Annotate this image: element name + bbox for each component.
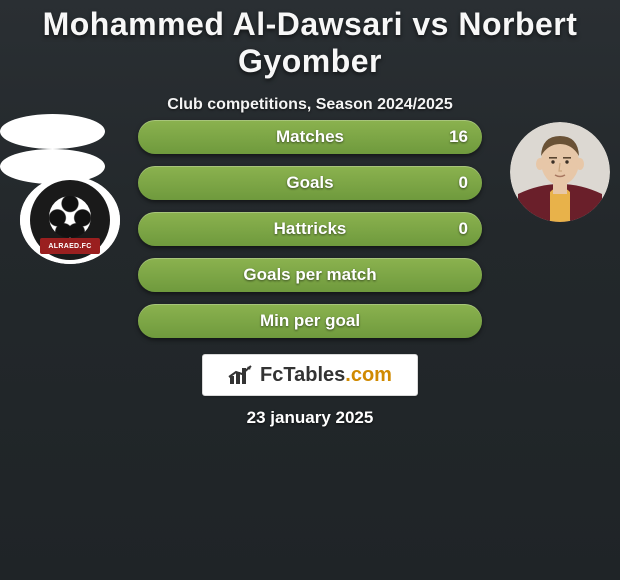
logo-text: FcTables.com (260, 364, 392, 387)
date-stamp: 23 january 2025 (0, 408, 620, 428)
stat-bars: Matches 16 Goals 0 Hattricks 0 Goals per… (138, 120, 482, 350)
stat-bar-goals-per-match: Goals per match (138, 258, 482, 292)
football-icon (49, 196, 91, 238)
stat-bar-goals: Goals 0 (138, 166, 482, 200)
stat-bar-hattricks: Hattricks 0 (138, 212, 482, 246)
stat-label: Matches (276, 127, 344, 147)
page-subtitle: Club competitions, Season 2024/2025 (0, 96, 620, 114)
player-portrait-icon (510, 122, 610, 222)
stat-label: Hattricks (274, 219, 347, 239)
stat-label: Goals (286, 173, 333, 193)
stat-label: Goals per match (243, 265, 376, 285)
club-badge-inner: ALRAED.FC (30, 180, 110, 260)
logo-suffix: .com (345, 364, 392, 386)
stat-value-right: 16 (449, 127, 468, 147)
player2-avatar (510, 122, 610, 222)
fctables-logo: FcTables.com (202, 354, 418, 396)
player1-club-badge: ALRAED.FC (20, 176, 120, 264)
stat-bar-min-per-goal: Min per goal (138, 304, 482, 338)
logo-name: FcTables (260, 364, 345, 386)
page-title: Mohammed Al-Dawsari vs Norbert Gyomber (0, 0, 620, 80)
club-name-banner: ALRAED.FC (40, 238, 100, 254)
comparison-card: Mohammed Al-Dawsari vs Norbert Gyomber C… (0, 0, 620, 580)
stat-label: Min per goal (260, 311, 360, 331)
stat-value-right: 0 (459, 219, 468, 239)
stat-bar-matches: Matches 16 (138, 120, 482, 154)
stat-value-right: 0 (459, 173, 468, 193)
bar-chart-icon (228, 364, 254, 386)
player1-avatar-placeholder (0, 114, 105, 149)
